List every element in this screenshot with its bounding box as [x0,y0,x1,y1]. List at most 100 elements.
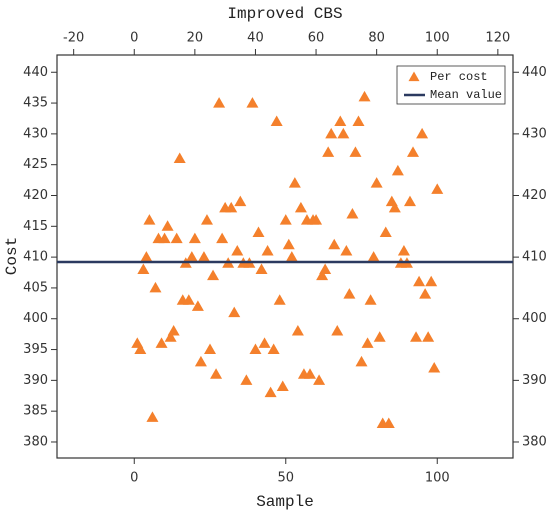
point [161,220,174,231]
y-tick-label: 390 [23,373,48,388]
point [358,90,371,102]
point [204,343,217,355]
point [173,152,186,164]
y-tick-label: 400 [23,311,48,326]
x-tick-label: 50 [277,471,294,486]
y-tick-label: 435 [23,96,48,111]
point [428,362,441,373]
point [234,195,247,207]
point [349,146,362,157]
point [216,232,229,244]
point [294,201,307,213]
point [352,115,365,127]
point [249,343,262,355]
point [149,281,162,293]
point [328,238,341,250]
point [231,244,244,256]
point [252,226,265,237]
y2-tick-label: 410 [522,250,547,265]
legend-marker [408,71,420,82]
y-tick-label: 405 [23,280,48,295]
point [282,238,295,250]
point [255,263,268,274]
point [388,201,401,213]
point [191,300,204,311]
point [273,294,286,305]
point [407,146,420,157]
y2-tick-label: 420 [522,188,547,203]
y-tick-label: 430 [23,126,48,141]
point [164,331,177,342]
point [355,355,368,367]
point [143,214,156,225]
point [288,177,301,188]
point [167,325,180,336]
y-tick-label: 420 [23,188,48,203]
point [325,127,338,139]
y2-tick-label: 390 [522,373,547,388]
y2-tick-label: 400 [522,311,547,326]
point [137,263,150,274]
point [291,325,304,336]
x-tick-label: 100 [425,471,450,486]
point [258,337,271,348]
point [188,232,201,244]
point [316,269,329,281]
y-tick-label: 380 [23,434,48,449]
point [425,275,438,287]
point [340,244,353,256]
point [310,214,323,225]
point [285,251,298,262]
point [331,325,344,336]
point [343,288,356,299]
point [185,251,198,262]
point [334,115,347,127]
x2-tick-label: 80 [368,31,385,46]
point [364,294,377,305]
x2-tick-label: 120 [485,31,510,46]
point [240,374,253,385]
point [379,226,392,237]
point [361,337,374,348]
point [367,251,380,262]
x2-tick-label: 20 [187,31,204,46]
y-tick-label: 385 [23,404,48,419]
y2-tick-label: 380 [522,434,547,449]
point [419,288,432,299]
point [146,411,159,422]
x2-tick-label: 40 [247,31,264,46]
point [313,374,326,385]
point [210,368,223,379]
point [264,386,277,398]
point [303,368,316,379]
point [276,380,289,392]
point [397,244,410,256]
point [213,97,226,108]
x2-tick-label: 100 [425,31,450,46]
y2-tick-label: 440 [522,65,547,80]
x2-tick-label: -20 [63,31,84,46]
point [337,127,350,139]
point [197,251,210,262]
x2-tick-label: 60 [308,31,325,46]
point [267,343,280,355]
point [261,244,274,256]
y-tick-label: 415 [23,219,48,234]
point [134,343,147,355]
point [370,177,383,188]
point [373,331,386,342]
point [182,294,195,305]
x-axis-title: Sample [256,493,314,511]
point [270,115,283,127]
point [322,146,335,157]
point [346,207,359,219]
plot-frame [56,54,514,459]
point [155,337,168,348]
legend-label: Per cost [430,70,488,84]
point [279,214,292,225]
point [194,355,207,367]
point [431,183,444,194]
point [382,417,395,428]
point [391,164,404,176]
point [403,195,416,207]
